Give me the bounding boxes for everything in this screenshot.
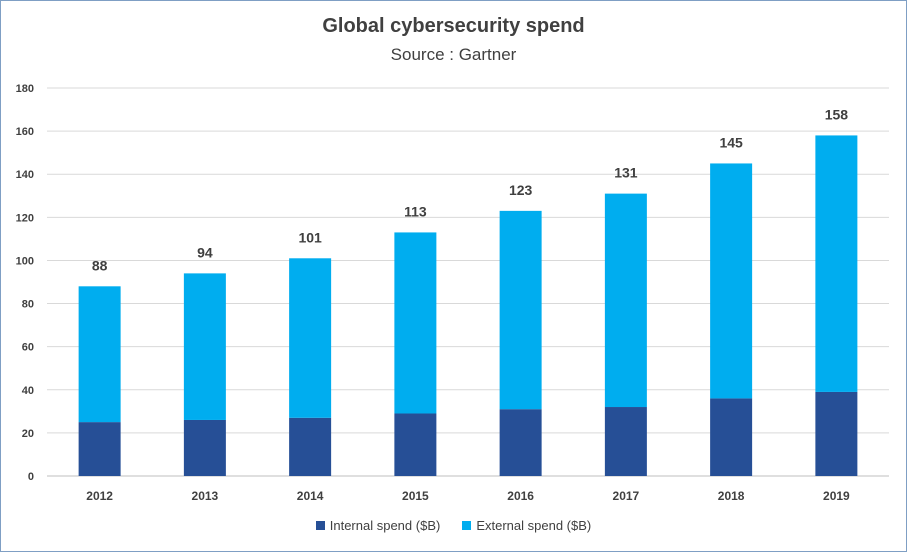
data-label-total: 88 <box>92 257 108 273</box>
x-tick-label: 2012 <box>86 489 113 503</box>
chart-title: Global cybersecurity spend <box>322 15 585 37</box>
chart-legend: Internal spend ($B) External spend ($B) <box>1 518 906 533</box>
x-tick-label: 2014 <box>297 489 324 503</box>
bar-internal <box>183 419 226 476</box>
y-tick-label: 160 <box>16 126 34 138</box>
y-tick-label: 60 <box>22 342 34 354</box>
data-label-total: 113 <box>404 203 427 219</box>
bar-internal <box>815 391 858 476</box>
legend-label-internal: Internal spend ($B) <box>329 518 441 533</box>
x-tick-label: 2018 <box>718 489 745 503</box>
y-tick-label: 20 <box>22 428 34 440</box>
x-tick-label: 2013 <box>192 489 219 503</box>
y-tick-label: 40 <box>22 385 34 397</box>
legend-swatch-external <box>462 521 472 530</box>
data-label-total: 158 <box>825 106 849 122</box>
bar-external <box>289 258 332 418</box>
legend-swatch-internal <box>315 521 325 530</box>
data-label-total: 145 <box>719 134 743 150</box>
bar-external <box>604 193 647 408</box>
chart-subtitle: Source : Gartner <box>390 45 517 64</box>
bar-external <box>710 163 753 399</box>
x-tick-label: 2016 <box>507 489 534 503</box>
bar-internal <box>289 417 332 476</box>
bar-internal <box>499 409 542 476</box>
bar-external <box>815 135 858 392</box>
data-label-total: 101 <box>298 229 322 245</box>
bar-external <box>78 286 121 423</box>
legend-item-internal: Internal spend ($B) <box>315 518 441 533</box>
bar-internal <box>604 407 647 476</box>
y-tick-label: 0 <box>28 471 34 483</box>
y-tick-label: 180 <box>16 83 34 95</box>
x-tick-label: 2017 <box>613 489 640 503</box>
y-tick-label: 140 <box>16 169 34 181</box>
legend-label-external: External spend ($B) <box>476 518 592 533</box>
legend-item-external: External spend ($B) <box>462 518 591 533</box>
bar-internal <box>78 422 121 476</box>
data-label-total: 94 <box>197 244 213 260</box>
y-tick-label: 100 <box>16 255 34 267</box>
x-tick-label: 2015 <box>402 489 429 503</box>
bar-external <box>394 232 437 414</box>
y-tick-label: 120 <box>16 212 34 224</box>
bar-internal <box>710 398 753 476</box>
bar-external <box>499 210 542 410</box>
data-label-total: 131 <box>614 165 638 181</box>
bar-external <box>183 273 226 420</box>
bar-internal <box>394 413 437 476</box>
x-tick-label: 2019 <box>823 489 850 503</box>
y-tick-label: 80 <box>22 299 34 311</box>
data-label-total: 123 <box>509 182 533 198</box>
